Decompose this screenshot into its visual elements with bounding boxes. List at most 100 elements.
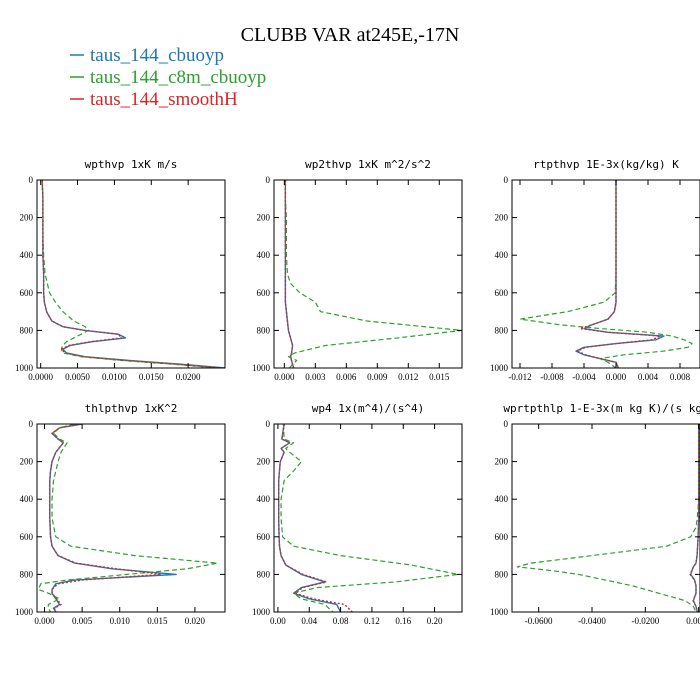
series-line	[37, 424, 219, 612]
y-tick-label: 200	[20, 213, 34, 223]
y-tick-label: 0	[504, 419, 509, 429]
x-tick-label: 0.020	[185, 616, 206, 626]
x-tick-label: 0.005	[72, 616, 93, 626]
y-tick-label: 200	[257, 213, 271, 223]
y-tick-label: 200	[495, 213, 509, 223]
x-tick-label: 0.012	[398, 372, 418, 382]
panel-title: wp4 1x(m^4)/(s^4)	[312, 402, 425, 415]
y-tick-label: 400	[20, 494, 34, 504]
x-tick-label: 0.04	[301, 616, 317, 626]
x-tick-label: 0.0100	[102, 372, 127, 382]
y-tick-label: 600	[20, 532, 34, 542]
x-tick-label: 0.006	[336, 372, 357, 382]
x-tick-label: 0.12	[364, 616, 380, 626]
x-tick-label: 0.008	[670, 372, 691, 382]
x-tick-label: 0.0050	[65, 372, 90, 382]
legend-entry-c8m-cbuoyp: taus_144_c8m_cbuoyp	[70, 67, 266, 88]
plot-frame	[36, 179, 226, 369]
panel-title: rtpthvp 1E-3x(kg/kg) K	[533, 158, 679, 171]
series-line	[284, 180, 462, 368]
x-tick-label: 0.0000	[28, 372, 53, 382]
x-tick-label: 0.0150	[139, 372, 164, 382]
y-tick-label: 200	[20, 457, 34, 467]
series-line	[689, 424, 700, 612]
y-tick-label: 800	[257, 325, 271, 335]
legend-label-c8m-cbuoyp: taus_144_c8m_cbuoyp	[90, 67, 266, 88]
panel-title: thlpthvp 1xK^2	[85, 402, 178, 415]
legend-label-smoothh: taus_144_smoothH	[90, 89, 238, 110]
x-tick-label: 0.000	[606, 372, 627, 382]
y-tick-label: 600	[20, 288, 34, 298]
x-tick-label: 0.08	[333, 616, 349, 626]
y-tick-label: 0	[29, 419, 34, 429]
x-tick-label: 0.0200	[176, 372, 201, 382]
y-tick-label: 800	[257, 569, 271, 579]
y-tick-label: 600	[257, 532, 271, 542]
x-tick-label: 0.015	[429, 372, 450, 382]
x-tick-label: 0.010	[110, 616, 131, 626]
x-tick-label: -0.0200	[631, 616, 659, 626]
x-tick-label: 0.009	[367, 372, 388, 382]
y-tick-label: 600	[495, 288, 509, 298]
series-line	[49, 424, 177, 612]
y-tick-label: 1000	[15, 363, 34, 373]
series-line	[278, 424, 342, 612]
y-tick-label: 200	[495, 457, 509, 467]
y-tick-label: 800	[20, 325, 34, 335]
series-line	[284, 180, 295, 368]
y-tick-label: 800	[495, 569, 509, 579]
series-line	[519, 180, 693, 368]
series-line	[284, 180, 295, 368]
plot-frame	[273, 179, 463, 369]
y-tick-label: 1000	[252, 363, 271, 373]
panel-title: wp2thvp 1xK m^2/s^2	[305, 158, 431, 171]
y-tick-label: 1000	[490, 363, 509, 373]
y-tick-label: 400	[495, 250, 509, 260]
plot-frame	[36, 423, 226, 613]
y-tick-label: 400	[257, 250, 271, 260]
panel-title: wpthvp 1xK m/s	[85, 158, 178, 171]
series-line	[41, 180, 222, 368]
x-tick-label: 0.015	[147, 616, 168, 626]
series-line	[278, 424, 353, 612]
y-tick-label: 200	[257, 457, 271, 467]
y-tick-label: 1000	[15, 607, 34, 617]
x-tick-label: 0.000	[274, 372, 295, 382]
y-tick-label: 800	[495, 325, 509, 335]
x-tick-label: 0.20	[427, 616, 443, 626]
x-tick-label: -0.004	[572, 372, 596, 382]
x-tick-label: -0.0600	[525, 616, 553, 626]
series-line	[280, 424, 459, 612]
y-tick-label: 400	[257, 494, 271, 504]
x-tick-label: -0.0400	[578, 616, 606, 626]
y-tick-label: 600	[257, 288, 271, 298]
series-line	[41, 180, 225, 368]
x-tick-label: 0.16	[395, 616, 411, 626]
series-line	[41, 180, 218, 368]
x-tick-label: 0.000	[34, 616, 55, 626]
x-tick-label: -0.012	[508, 372, 531, 382]
y-tick-label: 0	[266, 419, 271, 429]
series-line	[576, 180, 661, 368]
plot-frame	[511, 423, 700, 613]
legend-entry-cbuoyp: taus_144_cbuoyp	[70, 45, 224, 66]
y-tick-label: 600	[495, 532, 509, 542]
panel-2: wp2thvp 1xK m^2/s^2020040060080010000.00…	[252, 158, 463, 382]
plot-frame	[511, 179, 700, 369]
panel-6: wprtpthlp 1-E-3x(m kg K)/(s kg) 0 200 400 60…	[490, 402, 700, 626]
legend: taus_144_cbuoyp taus_144_c8m_cbuoyp taus…	[70, 45, 266, 110]
y-tick-label: 0	[504, 175, 509, 185]
series-line	[516, 424, 700, 612]
plot-frame	[273, 423, 463, 613]
x-tick-label: -0.008	[540, 372, 564, 382]
y-tick-label: 1000	[252, 607, 271, 617]
y-tick-label: 800	[20, 569, 34, 579]
series-line	[689, 424, 700, 612]
x-tick-label: 0.0000	[686, 616, 700, 626]
y-tick-label: 0	[266, 175, 271, 185]
x-tick-label: 0.00	[270, 616, 286, 626]
